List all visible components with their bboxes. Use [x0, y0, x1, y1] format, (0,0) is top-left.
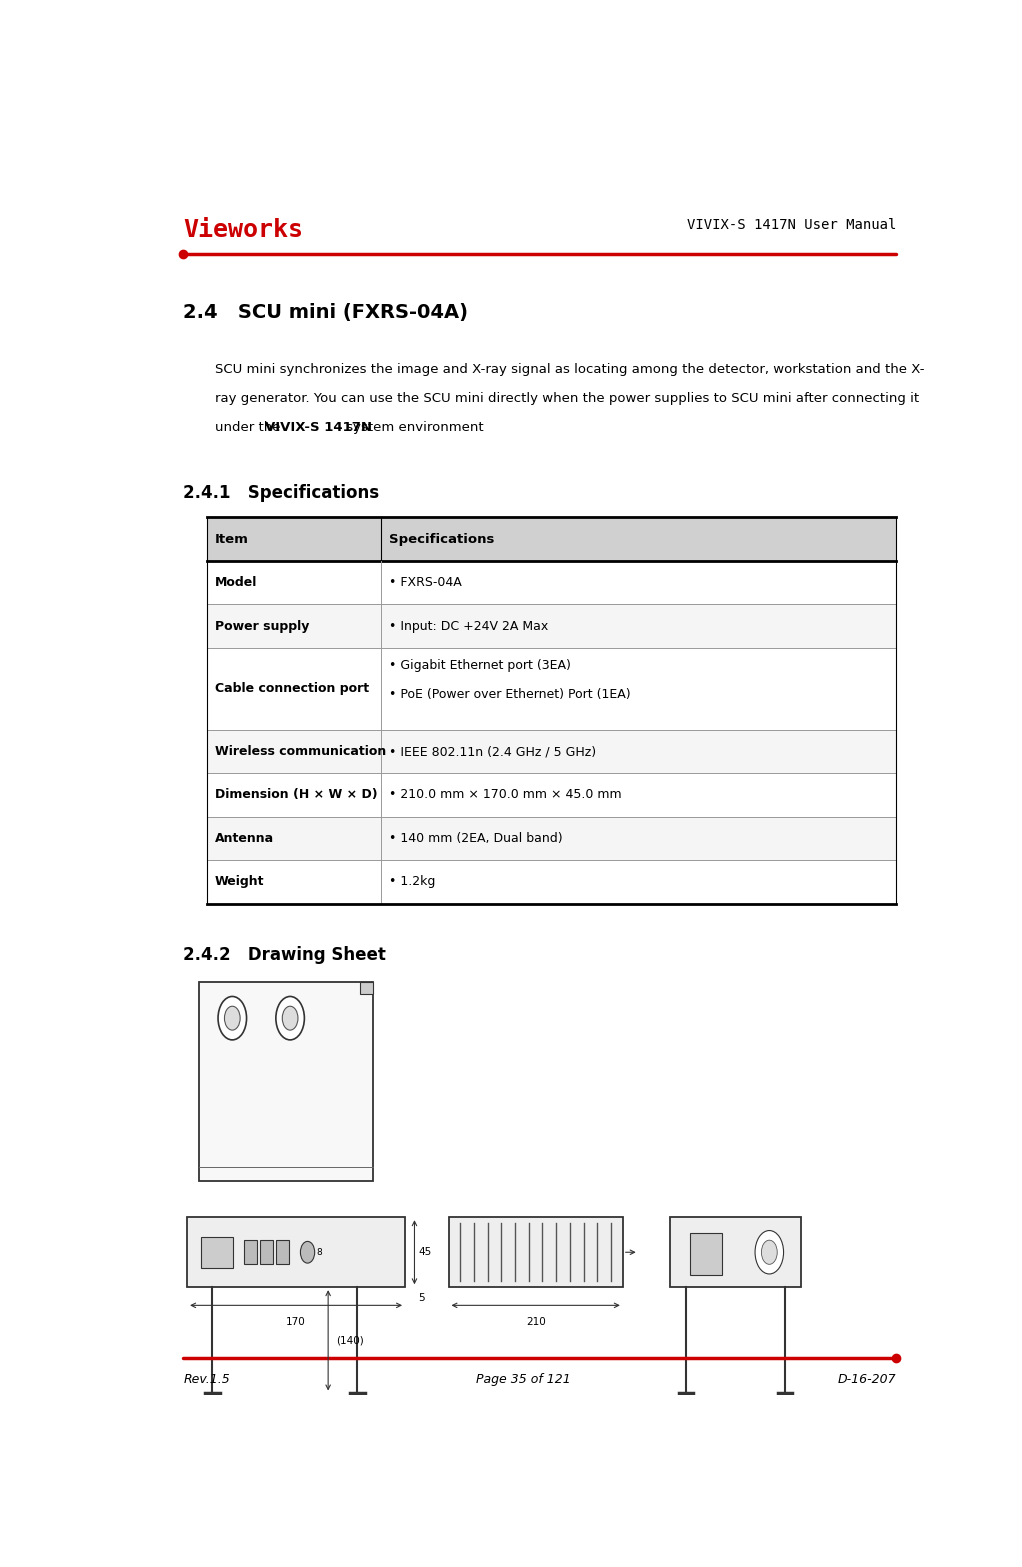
- Text: Dimension (H × W × D): Dimension (H × W × D): [215, 788, 377, 801]
- Text: 210: 210: [525, 1318, 546, 1327]
- FancyBboxPatch shape: [199, 983, 373, 1182]
- FancyBboxPatch shape: [207, 860, 896, 904]
- Text: Cable connection port: Cable connection port: [215, 682, 369, 696]
- Text: • IEEE 802.11n (2.4 GHz / 5 GHz): • IEEE 802.11n (2.4 GHz / 5 GHz): [389, 744, 596, 758]
- FancyBboxPatch shape: [360, 983, 373, 993]
- Text: under the: under the: [215, 422, 284, 434]
- FancyBboxPatch shape: [276, 1239, 288, 1265]
- Text: 8: 8: [316, 1247, 322, 1257]
- FancyBboxPatch shape: [207, 561, 896, 605]
- FancyBboxPatch shape: [207, 816, 896, 860]
- Circle shape: [282, 1006, 298, 1030]
- Text: Model: Model: [215, 577, 258, 589]
- FancyBboxPatch shape: [207, 730, 896, 773]
- Text: 2.4   SCU mini (FXRS-04A): 2.4 SCU mini (FXRS-04A): [183, 302, 468, 321]
- Text: Item: Item: [215, 533, 248, 545]
- Text: 2.4.2   Drawing Sheet: 2.4.2 Drawing Sheet: [183, 946, 386, 964]
- Circle shape: [276, 997, 305, 1040]
- Text: • 1.2kg: • 1.2kg: [389, 876, 435, 888]
- Text: Power supply: Power supply: [215, 619, 310, 633]
- Text: • Gigabit Ethernet port (3EA): • Gigabit Ethernet port (3EA): [389, 658, 571, 672]
- FancyBboxPatch shape: [449, 1218, 622, 1287]
- FancyBboxPatch shape: [260, 1239, 273, 1265]
- Circle shape: [755, 1230, 784, 1274]
- Circle shape: [218, 997, 246, 1040]
- Text: SCU mini synchronizes the image and X-ray signal as locating among the detector,: SCU mini synchronizes the image and X-ra…: [215, 364, 924, 376]
- Text: 170: 170: [286, 1318, 306, 1327]
- Text: • 140 mm (2EA, Dual band): • 140 mm (2EA, Dual band): [389, 832, 563, 845]
- FancyBboxPatch shape: [244, 1239, 257, 1265]
- Text: • FXRS-04A: • FXRS-04A: [389, 577, 462, 589]
- Text: • PoE (Power over Ethernet) Port (1EA): • PoE (Power over Ethernet) Port (1EA): [389, 688, 631, 700]
- Text: Page 35 of 121: Page 35 of 121: [476, 1373, 571, 1385]
- Text: Antenna: Antenna: [215, 832, 274, 845]
- Text: Weight: Weight: [215, 876, 265, 888]
- Text: Vieworks: Vieworks: [183, 218, 304, 243]
- Text: Wireless communication: Wireless communication: [215, 744, 386, 758]
- Circle shape: [225, 1006, 240, 1030]
- FancyBboxPatch shape: [201, 1236, 233, 1268]
- Text: ray generator. You can use the SCU mini directly when the power supplies to SCU : ray generator. You can use the SCU mini …: [215, 392, 919, 404]
- Text: 45: 45: [418, 1247, 431, 1257]
- Text: • Input: DC +24V 2A Max: • Input: DC +24V 2A Max: [389, 619, 549, 633]
- FancyBboxPatch shape: [207, 605, 896, 647]
- FancyBboxPatch shape: [207, 647, 896, 730]
- Text: D-16-207: D-16-207: [837, 1373, 896, 1385]
- FancyBboxPatch shape: [207, 773, 896, 816]
- Text: • 210.0 mm × 170.0 mm × 45.0 mm: • 210.0 mm × 170.0 mm × 45.0 mm: [389, 788, 621, 801]
- Circle shape: [761, 1239, 777, 1265]
- FancyBboxPatch shape: [187, 1218, 405, 1287]
- Text: VIVIX-S 1417N User Manual: VIVIX-S 1417N User Manual: [687, 218, 896, 232]
- FancyBboxPatch shape: [690, 1233, 722, 1276]
- FancyBboxPatch shape: [670, 1218, 801, 1287]
- Text: Specifications: Specifications: [389, 533, 495, 545]
- Text: 2.4.1   Specifications: 2.4.1 Specifications: [183, 484, 379, 501]
- Text: Rev.1.5: Rev.1.5: [183, 1373, 230, 1385]
- Text: (140): (140): [336, 1335, 364, 1346]
- Text: 5: 5: [418, 1293, 425, 1304]
- FancyBboxPatch shape: [207, 517, 896, 561]
- Text: system environment: system environment: [341, 422, 483, 434]
- Text: VIVIX-S 1417N: VIVIX-S 1417N: [265, 422, 372, 434]
- Circle shape: [300, 1241, 315, 1263]
